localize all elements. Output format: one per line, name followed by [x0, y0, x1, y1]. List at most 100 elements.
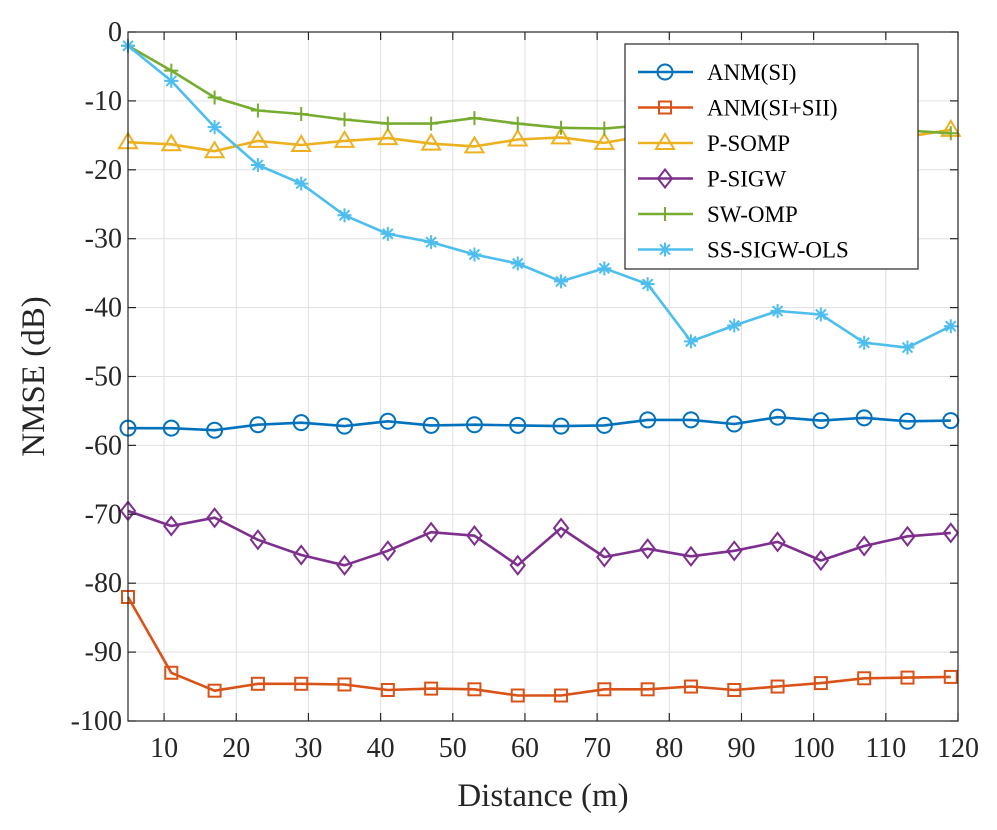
data-point-ss-sigw-ols [164, 73, 179, 88]
series-anm-si [119, 408, 960, 439]
data-point-p-sigw [769, 531, 786, 553]
x-tick-label: 110 [865, 733, 906, 764]
data-point-sw-omp [380, 116, 395, 131]
data-point-ss-sigw-ols [683, 334, 698, 349]
data-point-sw-omp [510, 116, 525, 131]
data-point-ss-sigw-ols [337, 208, 352, 223]
data-point-ss-sigw-ols [943, 319, 958, 334]
data-point-anm-si [249, 416, 267, 434]
data-point-p-sigw [639, 538, 656, 560]
data-point-anm-si-sii [510, 688, 525, 703]
data-point-p-sigw [812, 549, 830, 572]
y-tick-label: -70 [85, 499, 122, 530]
data-point-ss-sigw-ols [207, 120, 222, 135]
series-line-p-sigw [127, 509, 951, 567]
data-point-anm-si [292, 414, 310, 432]
legend-label: SS-SIGW-OLS [707, 238, 849, 263]
data-point-anm-si-sii [207, 683, 222, 698]
data-point-anm-si-sii [250, 676, 265, 691]
legend: ANM(SI) ANM(SI+SII) P-SOMP P-SIGW SW-OMP SS-S… [624, 43, 919, 270]
x-tick-label: 40 [367, 733, 395, 764]
data-point-anm-si [855, 409, 873, 427]
data-point-anm-si [465, 416, 483, 434]
data-point-p-somp [463, 135, 486, 154]
data-point-p-somp [203, 140, 226, 159]
legend-marker [656, 167, 674, 190]
data-point-p-sigw [725, 540, 743, 562]
data-point-ss-sigw-ols [727, 318, 742, 333]
data-point-anm-si [639, 411, 657, 429]
data-point-sw-omp [424, 116, 439, 131]
legend-label: P-SIGW [707, 167, 787, 192]
data-point-sw-omp [250, 103, 265, 118]
y-tick-label: -40 [85, 293, 122, 324]
data-point-p-somp [506, 128, 529, 147]
data-point-ss-sigw-ols [510, 256, 525, 271]
data-point-anm-si [682, 411, 700, 429]
data-point-anm-si [422, 416, 440, 434]
legend-marker [654, 132, 676, 150]
data-point-p-sigw [292, 544, 310, 566]
data-point-anm-si-sii [900, 670, 915, 685]
series-ss-sigw-ols [121, 38, 958, 355]
y-tick-label: -80 [85, 568, 122, 599]
y-axis-label: NMSE (dB) [16, 296, 52, 456]
x-tick-label: 90 [727, 733, 755, 764]
axis-ticks: 10 20 30 40 50 60 70 80 90 100 110 120 0 -10 -20 -30 -40… [71, 17, 979, 764]
data-point-p-somp [377, 127, 399, 146]
x-tick-label: 70 [583, 733, 611, 764]
data-point-anm-si-sii [770, 679, 785, 694]
data-point-anm-si [725, 415, 743, 433]
data-point-p-sigw [855, 535, 873, 557]
data-point-anm-si-sii [813, 676, 828, 691]
data-point-ss-sigw-ols [813, 307, 828, 322]
x-tick-label: 100 [793, 733, 835, 764]
series-line-anm-si-sii [126, 596, 951, 697]
data-point-ss-sigw-ols [380, 226, 395, 241]
data-point-anm-si-sii [943, 669, 958, 684]
data-point-sw-omp [207, 90, 222, 105]
data-point-p-somp [290, 134, 312, 152]
data-point-anm-si-sii [337, 677, 352, 692]
legend-label: ANM(SI) [707, 60, 796, 85]
legend-marker [658, 100, 672, 115]
data-point-ss-sigw-ols [294, 176, 309, 191]
data-point-ss-sigw-ols [857, 335, 872, 350]
data-point-p-sigw [379, 540, 397, 562]
legend-marker [656, 63, 674, 81]
data-point-ss-sigw-ols [597, 261, 612, 276]
series-p-sigw [119, 500, 960, 576]
legend-box [624, 43, 919, 270]
data-point-p-somp [160, 133, 183, 152]
data-point-anm-si-sii [640, 682, 655, 697]
data-point-sw-omp [597, 121, 612, 136]
x-tick-label: 60 [511, 733, 539, 764]
data-point-p-sigw [422, 521, 440, 543]
data-point-ss-sigw-ols [900, 340, 915, 355]
x-tick-label: 120 [937, 733, 979, 764]
data-point-p-somp [593, 131, 616, 150]
x-tick-label: 10 [150, 733, 178, 764]
y-tick-label: -90 [85, 637, 122, 668]
data-point-p-sigw [206, 507, 223, 529]
data-point-anm-si-sii [380, 682, 395, 697]
y-tick-label: 0 [108, 17, 122, 48]
data-point-p-somp [420, 132, 442, 151]
data-point-p-somp [247, 129, 269, 148]
data-point-anm-si [595, 416, 613, 434]
series-anm-si-sii [121, 589, 958, 703]
legend-label: P-SOMP [707, 131, 790, 156]
data-point-sw-omp [943, 126, 958, 141]
data-point-p-somp [550, 126, 572, 145]
x-tick-label: 80 [655, 733, 683, 764]
data-point-anm-si-sii [597, 682, 612, 697]
y-tick-label: -10 [85, 86, 122, 117]
data-point-ss-sigw-ols [554, 274, 569, 289]
data-point-anm-si [898, 412, 916, 430]
y-tick-label: -30 [85, 224, 122, 255]
data-point-p-sigw [682, 545, 700, 567]
data-point-anm-si [812, 412, 830, 430]
data-point-anm-si-sii [294, 676, 309, 691]
legend-marker [658, 242, 672, 257]
